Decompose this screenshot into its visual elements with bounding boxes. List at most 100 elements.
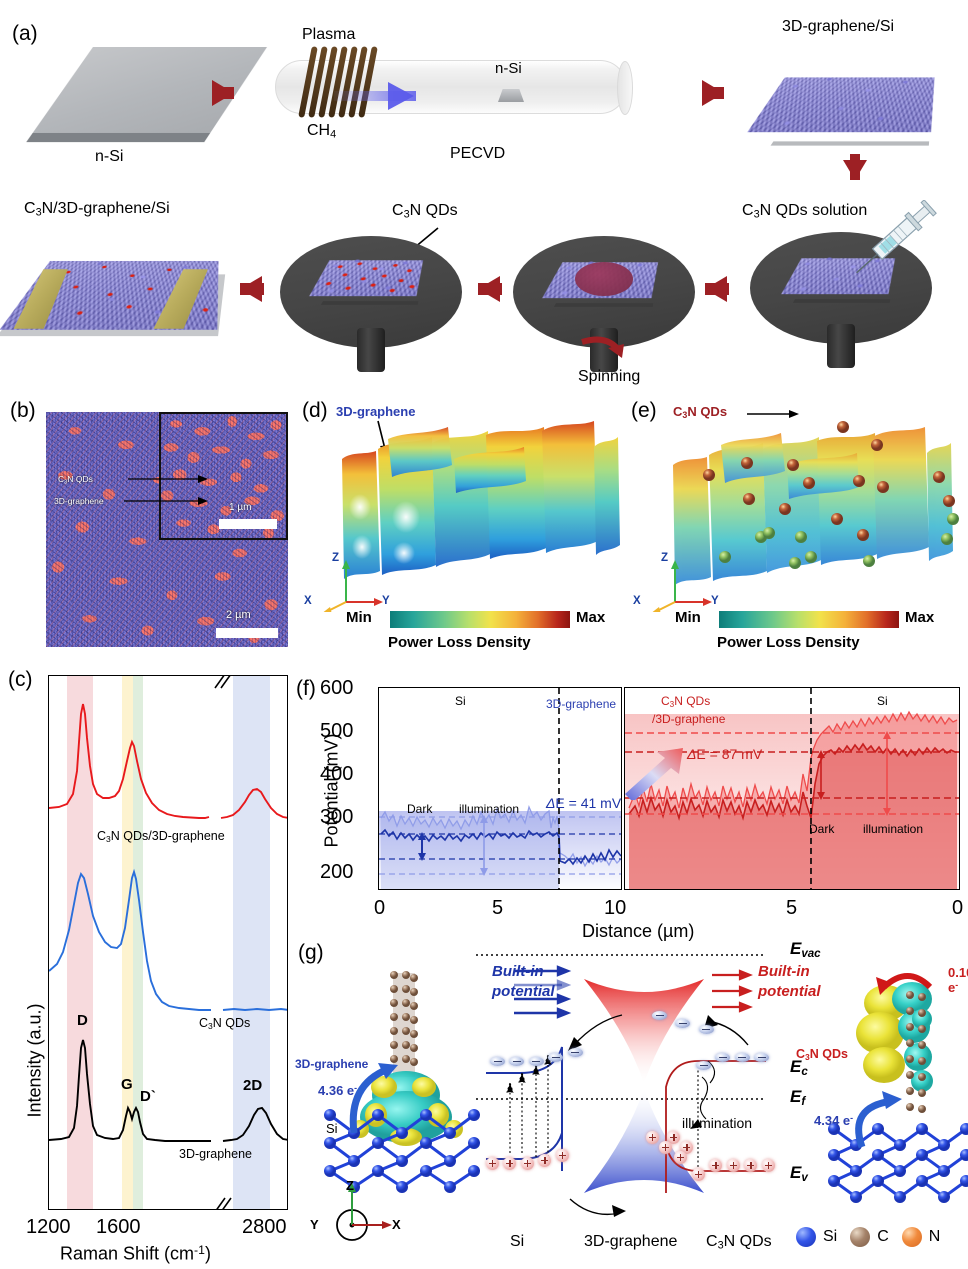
panel-d-annotation: 3D-graphene [336,404,416,419]
panel-g-axis-z-left: Z [346,1178,354,1193]
legend-label-si: Si [823,1228,838,1245]
hole-icon [726,1159,740,1172]
panel-g-axis-x-left: X [392,1217,401,1232]
peak-label-dprime: D` [140,1088,156,1105]
panel-c-ylabel: Intensity (a.u.) [24,1003,45,1118]
dft-structure-right [826,961,968,1216]
panel-e-colorbar-max: Max [905,609,935,626]
panel-c-plot-area: C3N QDs/3D-graphene C3N QDs 3D-graphene … [48,675,288,1210]
electron-icon [754,1053,770,1062]
legend-label-n: N [928,1228,941,1245]
peak-label-d: D [77,1012,88,1029]
panel-e-label: (e) [631,399,657,422]
panel-e-sheet-render [673,421,959,585]
panel-f-kpfm-potential: (f) Potential (mV) 600 500 400 300 200 [296,675,968,941]
panel-g-label: (g) [298,941,324,964]
raman-curve-c3n-qds-3d-graphene [49,703,287,819]
panel-f-left-subplot: Si Dark illumination [378,687,622,890]
electron-icon [652,1011,667,1020]
scalebar-main-bar [216,628,278,638]
final-device-label: C3N/3D-graphene/Si [24,200,170,219]
arrow-solution-to-spin [705,276,729,302]
electron-group-qds [696,1049,770,1070]
hole-icon [680,1141,694,1154]
panel-f-dark-label-right: Dark [809,822,835,836]
panel-g-band-diagram-svg [476,954,766,1217]
panel-f-right-subplot: C3N QDs /3D-graphene Si ΔE = 87 mV Dark … [624,687,960,890]
ch4-label: CH4 [307,122,337,141]
panel-d-colorbar-max: Max [576,609,606,626]
hole-group-qds [692,1159,775,1181]
panel-e-simulation: (e) C3N QDs [625,395,968,675]
hole-icon [761,1159,775,1172]
energy-label-ev: Ev [790,1163,808,1184]
panel-d-label: (d) [302,399,328,422]
electron-icon [698,1025,714,1034]
panel-f-region-graphene: 3D-graphene [546,697,617,711]
panel-d-simulation: (d) 3D-graphene [300,395,630,675]
electron-icon [548,1053,564,1062]
band-g [122,676,143,1209]
panel-d-colorbar [390,611,570,628]
panel-e-axis-z: Z [661,552,669,564]
panel-f-region-si-right: Si [877,694,888,708]
plasma-label: Plasma [302,26,356,43]
syringe-icon [856,200,937,274]
arrow-pecvd-to-graphene [702,80,724,106]
panel-f-ytick-500: 500 [320,720,354,742]
hole-icon [503,1157,517,1170]
builtin-potential-left-l1: Built-in [492,963,544,980]
panel-f-delta-blue: ΔE = 41 mV [546,795,622,811]
nsi-wafer-label: n-Si [95,148,124,165]
legend-label-c: C [877,1228,889,1245]
panel-f-illum-label-right: illumination [863,822,924,836]
panel-f-ytick-300: 300 [320,806,354,828]
right-potential-traces [625,688,959,889]
electron-icon [509,1057,525,1066]
panel-g-right-charge-blue: 4.34 e- [814,1113,854,1128]
si-ball-icon [796,1227,816,1247]
hole-icon [520,1157,534,1170]
left-potential-traces [379,688,621,889]
arrow-qdsfilm-to-device [240,276,264,302]
panel-f-xtick-left-10: 10 [604,897,627,919]
builtin-potential-right-l2: potential [758,983,821,1000]
panel-f-ytick-200: 200 [320,861,354,883]
panel-g-left-structure-label: 3D-graphene [295,1057,369,1071]
c-ball-icon [850,1227,871,1247]
hole-icon [555,1149,569,1162]
sem-label-qds: C3N QDs [58,474,93,486]
peak-label-2d: 2D [243,1077,263,1094]
panel-d-axis-y: Y [382,595,390,607]
arrow-graphene-to-solution [843,154,867,180]
hole-icon [709,1159,723,1172]
panel-f-delta-red: ΔE = 87 mV [687,746,763,762]
panel-d-axis-triad [323,560,383,612]
spinning-label: Spinning [578,368,641,385]
panel-f-ytick-600: 600 [320,677,354,699]
hole-group-si [486,1149,569,1175]
electron-group-si [490,1048,583,1071]
panel-d-axis-x: X [304,595,312,607]
panel-g-right-charge-red: 0.10 e- [948,965,968,995]
panel-b-label: (b) [10,399,36,422]
left-gradient-fill [379,811,621,889]
raman-curve-c3n-qds [49,868,287,1011]
electron-icon [734,1053,750,1062]
panel-g-left-si-label: Si [326,1121,338,1136]
panel-f-dark-label-left: Dark [407,802,433,816]
hole-group-dirac [646,1131,729,1164]
panel-e-annotation: C3N QDs [673,404,728,421]
plasma-beam-arrow [334,82,416,110]
illumination-label: illumination [682,1115,753,1131]
raman-label-top: C3N QDs/3D-graphene [97,829,225,845]
dft-structure-left [314,965,499,1195]
scalebar-inset-bar [219,519,277,529]
sem-micrograph: 1 µm C3N QDs 3D-graphene 2 µm [46,412,288,647]
panel-d-sheet-render [342,421,620,579]
panel-c-xtick-1600: 1600 [96,1216,141,1238]
panel-f-xtick-left-5: 5 [492,897,504,919]
electron-icon [567,1048,583,1057]
panel-f-illum-label-left: illumination [459,802,520,816]
sem-label-graphene: 3D-graphene [54,496,104,506]
